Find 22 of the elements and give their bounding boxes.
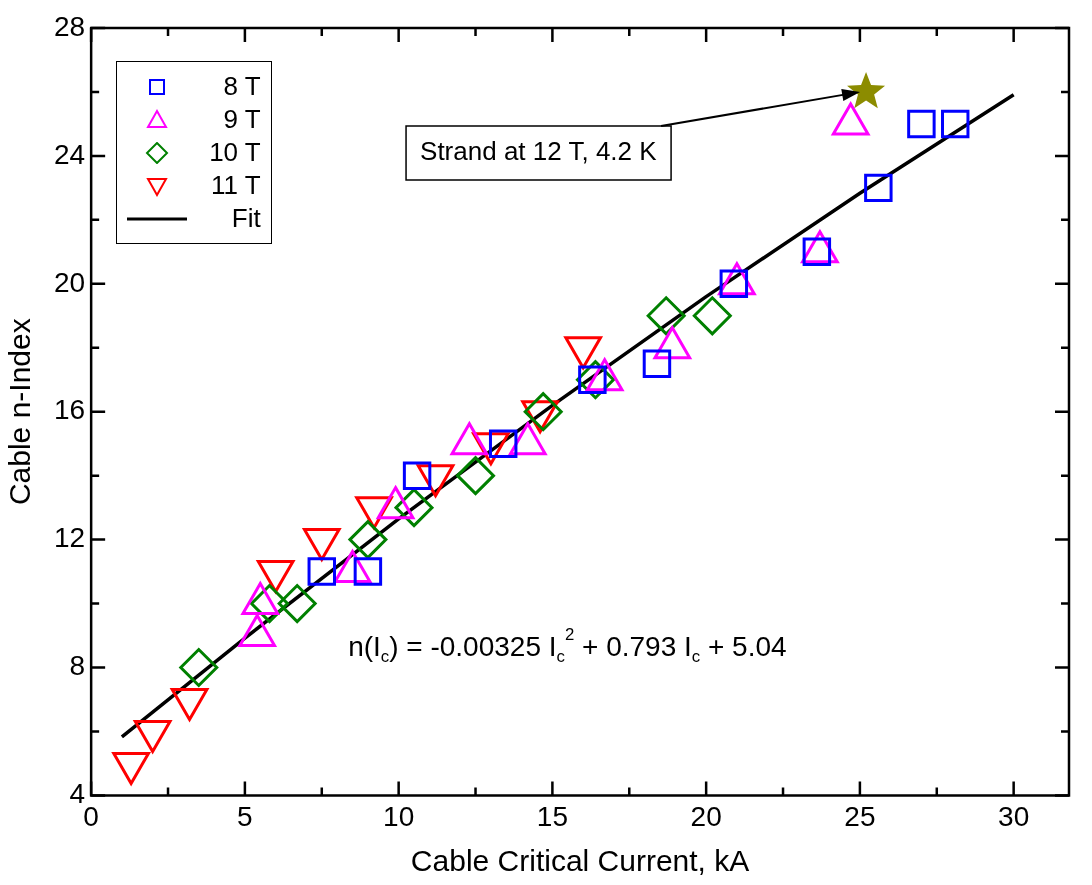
legend-label: 10 T (208, 137, 261, 168)
x-axis-title: Cable Critical Current, kA (410, 844, 750, 878)
y-tick-label: 8 (69, 650, 86, 682)
y-axis-title: Cable n-Index (3, 318, 37, 506)
x-tick-label: 10 (383, 800, 415, 832)
annotation: Strand at 12 T, 4.2 K (420, 136, 658, 167)
x-tick-label: 30 (998, 800, 1030, 832)
legend-label: Fit (230, 203, 261, 234)
x-tick-label: 0 (83, 800, 99, 832)
x-tick-label: 5 (237, 800, 253, 832)
x-tick-label: 15 (536, 800, 568, 832)
y-tick-label: 20 (53, 266, 86, 298)
x-tick-label: 25 (844, 800, 876, 832)
y-tick-label: 28 (53, 10, 86, 42)
y-tick-label: 12 (53, 522, 86, 554)
legend-label: 8 T (222, 71, 261, 102)
y-tick-label: 16 (53, 394, 86, 426)
y-tick-label: 24 (53, 138, 86, 170)
y-tick-label: 4 (69, 778, 86, 810)
x-tick-label: 20 (690, 800, 722, 832)
legend-label: 9 T (222, 104, 261, 135)
legend-label: 11 T (210, 170, 261, 201)
